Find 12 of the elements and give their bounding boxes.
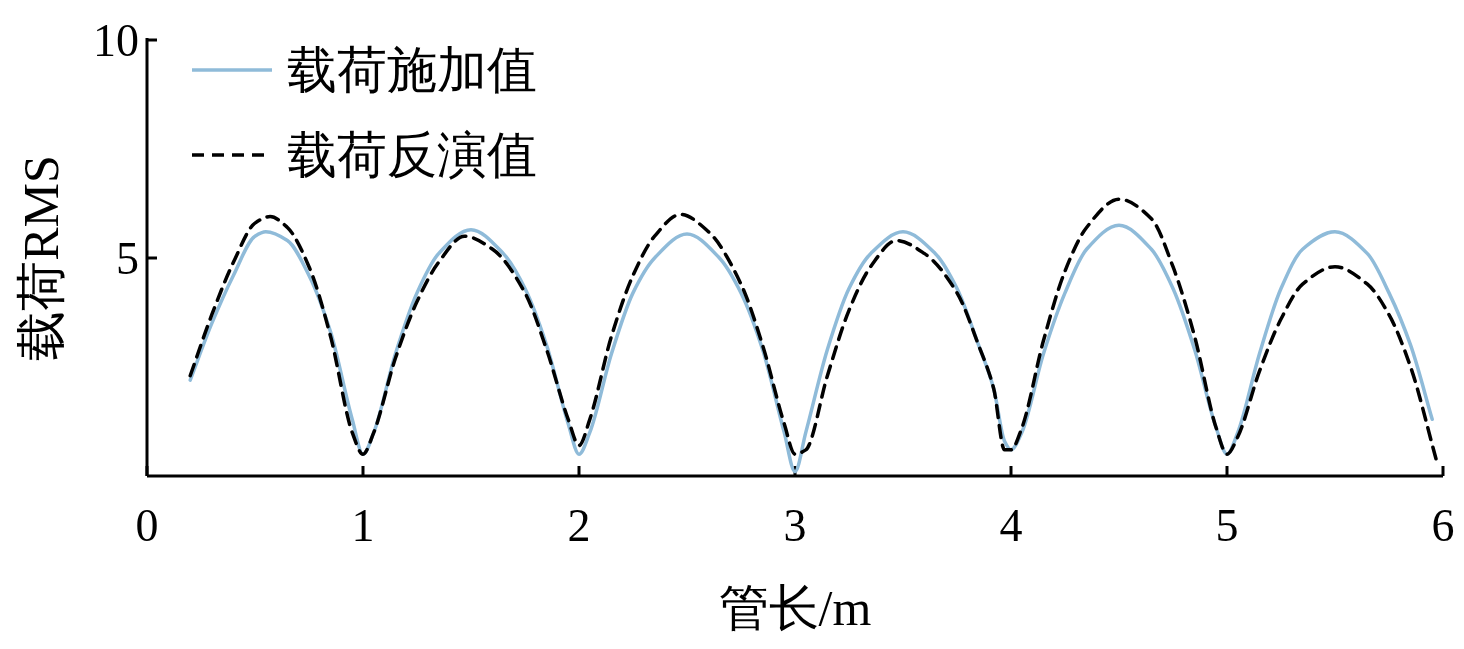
x-axis-title: 管长/m — [718, 580, 872, 636]
legend-label: 载荷反演值 — [287, 127, 537, 183]
x-tick-label: 4 — [999, 500, 1023, 551]
legend-label: 载荷施加值 — [287, 42, 537, 98]
x-tick-label: 3 — [783, 500, 807, 551]
y-axis-title: 载荷RMS — [13, 155, 69, 361]
x-tick-label: 0 — [135, 500, 159, 551]
x-tick-label: 1 — [351, 500, 375, 551]
y-tick-label: 10 — [93, 15, 139, 66]
x-tick-label: 5 — [1215, 500, 1239, 551]
x-tick-label: 2 — [567, 500, 591, 551]
x-tick-label: 6 — [1431, 500, 1455, 551]
